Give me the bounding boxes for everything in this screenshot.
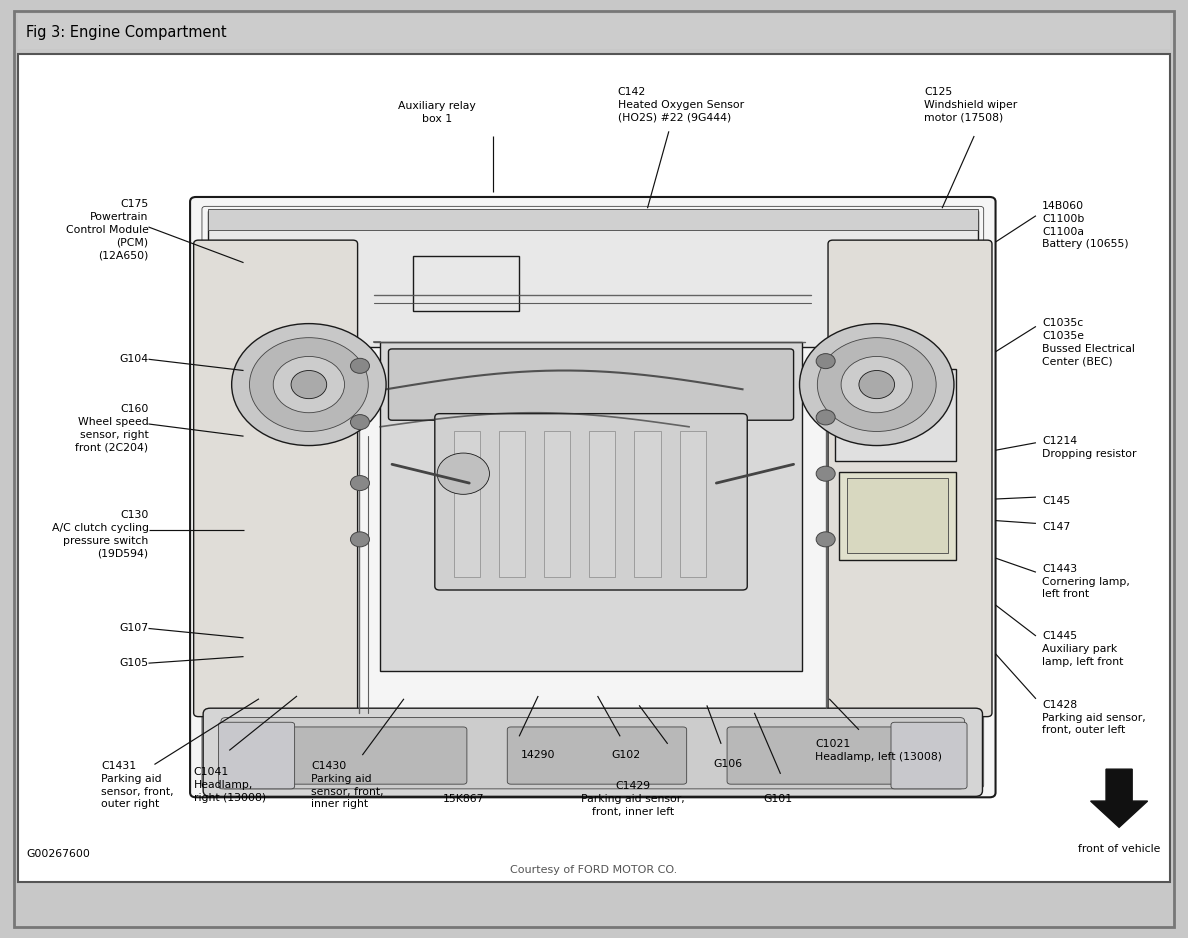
Text: C1021
Headlamp, left (13008): C1021 Headlamp, left (13008) xyxy=(815,739,942,762)
Circle shape xyxy=(350,476,369,491)
Circle shape xyxy=(249,338,368,431)
Text: G00267600: G00267600 xyxy=(26,849,90,858)
Text: G104: G104 xyxy=(119,355,148,364)
Text: C145: C145 xyxy=(1042,496,1070,506)
Text: C147: C147 xyxy=(1042,522,1070,532)
Text: C1214
Dropping resistor: C1214 Dropping resistor xyxy=(1042,436,1137,459)
Text: C1041
Headlamp,
right (13008): C1041 Headlamp, right (13008) xyxy=(194,767,266,803)
Text: G106: G106 xyxy=(714,760,742,769)
FancyBboxPatch shape xyxy=(828,240,992,717)
Text: front of vehicle: front of vehicle xyxy=(1078,844,1161,854)
FancyBboxPatch shape xyxy=(680,431,706,577)
Text: C142
Heated Oxygen Sensor
(HO2S) #22 (9G444): C142 Heated Oxygen Sensor (HO2S) #22 (9G… xyxy=(618,87,744,123)
Circle shape xyxy=(817,338,936,431)
Text: C175
Powertrain
Control Module
(PCM)
(12A650): C175 Powertrain Control Module (PCM) (12… xyxy=(65,199,148,261)
Circle shape xyxy=(273,356,345,413)
FancyBboxPatch shape xyxy=(413,256,519,311)
Text: C125
Windshield wiper
motor (17508): C125 Windshield wiper motor (17508) xyxy=(924,87,1017,123)
Circle shape xyxy=(816,354,835,369)
FancyBboxPatch shape xyxy=(727,727,906,784)
FancyBboxPatch shape xyxy=(388,349,794,420)
FancyBboxPatch shape xyxy=(221,718,965,789)
Circle shape xyxy=(350,532,369,547)
FancyBboxPatch shape xyxy=(839,472,956,560)
Text: G105: G105 xyxy=(119,658,148,668)
FancyBboxPatch shape xyxy=(18,54,1170,882)
Text: Fig 3: Engine Compartment: Fig 3: Engine Compartment xyxy=(26,25,227,40)
Text: C1429
Parking aid sensor,
front, inner left: C1429 Parking aid sensor, front, inner l… xyxy=(581,781,685,817)
Text: G101: G101 xyxy=(764,794,792,804)
Circle shape xyxy=(816,466,835,481)
Circle shape xyxy=(841,356,912,413)
Text: C1430
Parking aid
sensor, front,
inner right: C1430 Parking aid sensor, front, inner r… xyxy=(311,761,384,809)
FancyBboxPatch shape xyxy=(18,14,1170,49)
Circle shape xyxy=(859,371,895,399)
Text: C1428
Parking aid sensor,
front, outer left: C1428 Parking aid sensor, front, outer l… xyxy=(1042,700,1145,735)
Text: C130
A/C clutch cycling
pressure switch
(19D594): C130 A/C clutch cycling pressure switch … xyxy=(51,510,148,559)
FancyBboxPatch shape xyxy=(835,369,956,461)
FancyBboxPatch shape xyxy=(847,478,948,553)
Circle shape xyxy=(350,415,369,430)
FancyBboxPatch shape xyxy=(891,722,967,789)
FancyBboxPatch shape xyxy=(454,431,480,577)
FancyBboxPatch shape xyxy=(194,240,358,717)
FancyBboxPatch shape xyxy=(208,209,978,230)
Circle shape xyxy=(291,371,327,399)
Text: G107: G107 xyxy=(119,624,148,633)
FancyBboxPatch shape xyxy=(435,414,747,590)
Text: C160
Wheel speed
sensor, right
front (2C204): C160 Wheel speed sensor, right front (2C… xyxy=(75,404,148,453)
Circle shape xyxy=(232,324,386,446)
FancyBboxPatch shape xyxy=(499,431,525,577)
FancyBboxPatch shape xyxy=(380,342,802,671)
Circle shape xyxy=(800,324,954,446)
FancyBboxPatch shape xyxy=(507,727,687,784)
Text: 14B060
C1100b
C1100a
Battery (10655): 14B060 C1100b C1100a Battery (10655) xyxy=(1042,201,1129,250)
Circle shape xyxy=(437,453,489,494)
FancyBboxPatch shape xyxy=(14,11,1174,927)
Circle shape xyxy=(816,410,835,425)
Circle shape xyxy=(816,532,835,547)
Text: Auxiliary relay
box 1: Auxiliary relay box 1 xyxy=(398,101,476,124)
FancyBboxPatch shape xyxy=(219,722,295,789)
FancyBboxPatch shape xyxy=(589,431,615,577)
Circle shape xyxy=(350,358,369,373)
Text: 14290: 14290 xyxy=(520,750,556,760)
FancyBboxPatch shape xyxy=(190,197,996,797)
Text: C1445
Auxiliary park
lamp, left front: C1445 Auxiliary park lamp, left front xyxy=(1042,631,1123,667)
Text: Courtesy of FORD MOTOR CO.: Courtesy of FORD MOTOR CO. xyxy=(511,865,677,874)
Text: C1443
Cornering lamp,
left front: C1443 Cornering lamp, left front xyxy=(1042,564,1130,599)
Text: 15K867: 15K867 xyxy=(443,794,484,804)
FancyBboxPatch shape xyxy=(634,431,661,577)
Text: C1035c
C1035e
Bussed Electrical
Center (BEC): C1035c C1035e Bussed Electrical Center (… xyxy=(1042,318,1135,367)
FancyBboxPatch shape xyxy=(208,211,978,347)
Text: G102: G102 xyxy=(612,750,640,760)
FancyArrow shape xyxy=(1091,769,1148,827)
Text: C1431
Parking aid
sensor, front,
outer right: C1431 Parking aid sensor, front, outer r… xyxy=(101,761,173,809)
FancyBboxPatch shape xyxy=(544,431,570,577)
FancyBboxPatch shape xyxy=(203,708,982,796)
FancyBboxPatch shape xyxy=(287,727,467,784)
